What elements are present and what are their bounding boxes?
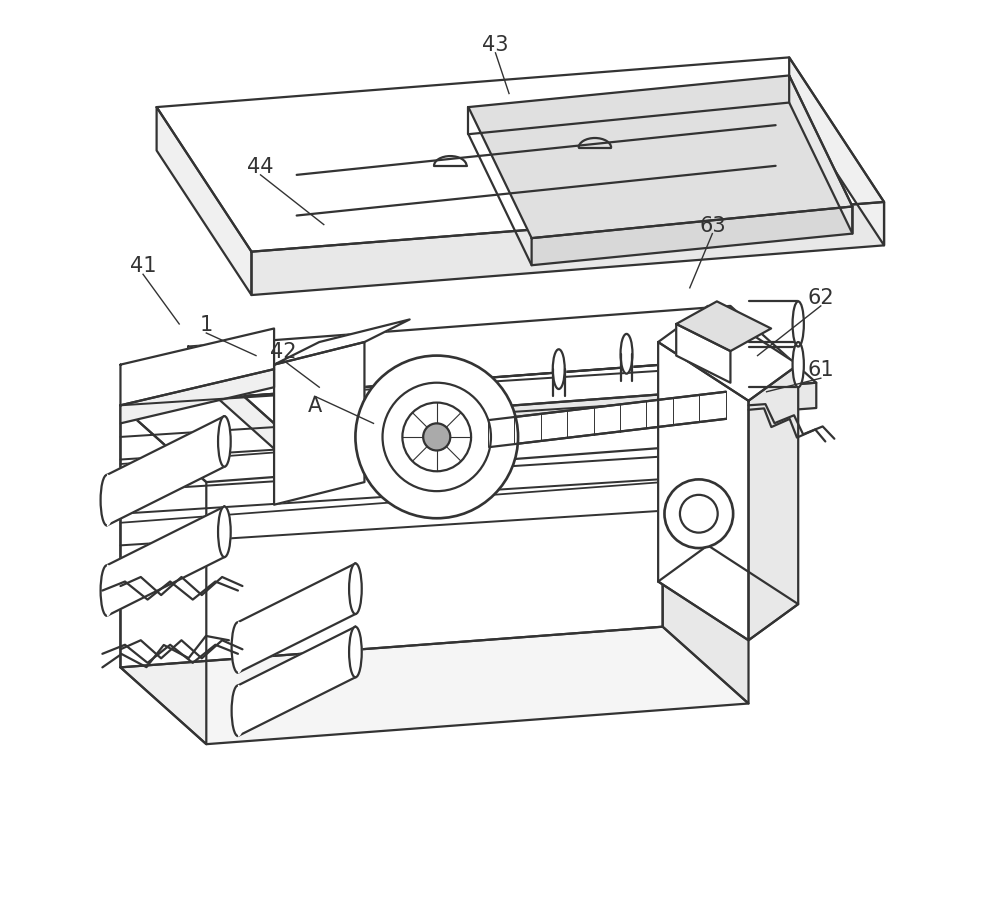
- Ellipse shape: [349, 564, 362, 614]
- Ellipse shape: [218, 416, 231, 467]
- Polygon shape: [676, 302, 771, 352]
- Ellipse shape: [553, 350, 565, 390]
- Ellipse shape: [349, 627, 362, 678]
- Polygon shape: [468, 77, 852, 239]
- Polygon shape: [789, 77, 852, 234]
- Polygon shape: [553, 370, 565, 397]
- Polygon shape: [658, 307, 798, 402]
- Polygon shape: [107, 507, 224, 616]
- Polygon shape: [188, 307, 816, 424]
- Text: 43: 43: [482, 35, 509, 55]
- Text: 41: 41: [130, 256, 156, 276]
- Text: 1: 1: [200, 314, 213, 334]
- Text: 62: 62: [807, 288, 834, 308]
- Polygon shape: [251, 203, 884, 296]
- Polygon shape: [663, 365, 749, 703]
- Polygon shape: [532, 208, 852, 266]
- Ellipse shape: [218, 507, 231, 558]
- Polygon shape: [238, 564, 355, 673]
- Polygon shape: [120, 370, 274, 424]
- Circle shape: [355, 356, 518, 518]
- Polygon shape: [188, 347, 274, 449]
- Ellipse shape: [621, 334, 632, 374]
- Text: 61: 61: [807, 360, 834, 380]
- Polygon shape: [658, 343, 749, 640]
- Polygon shape: [274, 384, 816, 449]
- Circle shape: [664, 480, 733, 548]
- Polygon shape: [120, 627, 749, 744]
- Circle shape: [680, 496, 718, 533]
- Circle shape: [423, 424, 450, 451]
- Text: 44: 44: [247, 157, 274, 177]
- Polygon shape: [238, 627, 355, 736]
- Polygon shape: [157, 58, 884, 252]
- Polygon shape: [120, 329, 274, 406]
- Polygon shape: [120, 365, 663, 668]
- Text: A: A: [308, 396, 322, 415]
- Polygon shape: [120, 365, 749, 483]
- Polygon shape: [749, 365, 798, 640]
- Polygon shape: [274, 343, 364, 505]
- Text: 42: 42: [270, 342, 296, 362]
- Polygon shape: [120, 406, 206, 744]
- Polygon shape: [621, 354, 632, 382]
- Text: 63: 63: [699, 215, 726, 235]
- Polygon shape: [676, 324, 730, 384]
- Polygon shape: [789, 58, 884, 246]
- Ellipse shape: [232, 686, 244, 736]
- Ellipse shape: [793, 343, 804, 388]
- Polygon shape: [461, 393, 726, 451]
- Ellipse shape: [101, 566, 113, 616]
- Polygon shape: [658, 546, 798, 640]
- Circle shape: [402, 404, 471, 472]
- Ellipse shape: [793, 302, 804, 347]
- Polygon shape: [157, 108, 251, 296]
- Circle shape: [383, 384, 491, 492]
- Polygon shape: [107, 416, 224, 526]
- Polygon shape: [274, 320, 410, 365]
- Ellipse shape: [101, 476, 113, 526]
- Ellipse shape: [232, 622, 244, 673]
